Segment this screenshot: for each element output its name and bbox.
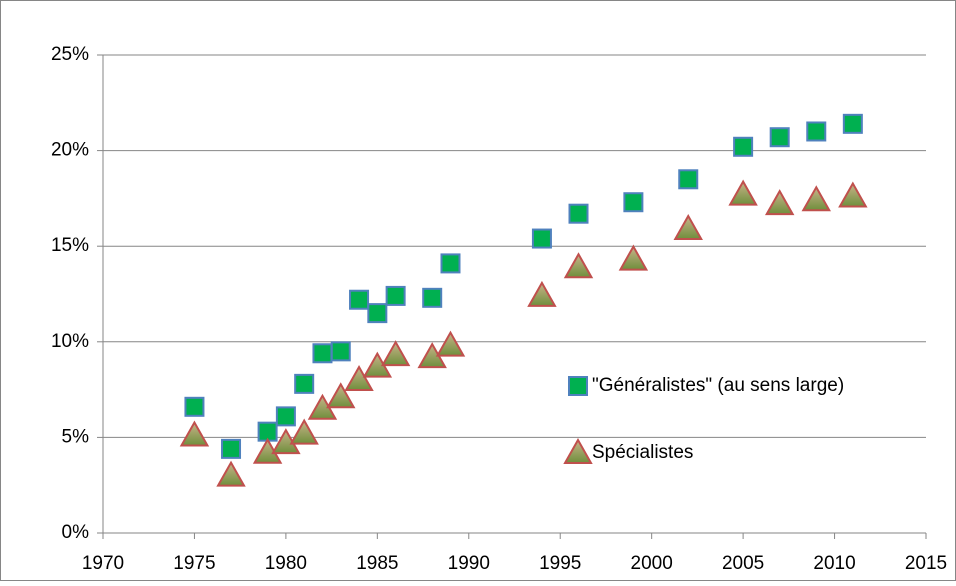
x-tick-label: 2015 [905,553,947,574]
point [568,203,589,224]
point [221,438,242,459]
point [326,382,356,409]
point [330,341,351,362]
point [385,285,406,306]
x-tick-label: 1995 [539,553,581,574]
point [806,121,827,142]
point [380,340,411,367]
point [179,420,210,447]
y-tick-label: 5% [62,426,90,447]
point [842,113,863,134]
x-tick-label: 1980 [265,553,307,574]
point [769,127,790,148]
point [344,365,374,392]
point [527,280,557,307]
x-tick-label: 2005 [722,553,764,574]
point [801,185,831,212]
point [349,289,370,310]
y-tick-label: 25% [51,44,89,65]
point [422,287,443,308]
point [216,460,246,487]
y-tick-label: 15% [51,235,89,256]
x-tick-label: 2010 [813,553,855,574]
point [733,136,754,157]
point [440,253,461,274]
point [275,406,296,427]
point [678,169,699,190]
point [563,252,594,279]
x-tick-label: 1990 [448,553,490,574]
x-tick-label: 1985 [356,553,398,574]
x-tick-label: 1970 [82,553,124,574]
y-tick-label: 20% [51,140,89,161]
point [435,330,466,357]
point [367,303,388,324]
point [312,343,333,364]
point [623,192,644,213]
x-tick-label: 1975 [173,553,215,574]
x-tick-label: 2000 [631,553,673,574]
y-tick-label: 0% [62,522,90,543]
legend-marker [568,376,588,396]
point [728,179,758,206]
point [838,181,868,208]
point [531,228,552,249]
point [764,189,795,216]
point [618,244,649,271]
point [289,418,319,445]
point [673,213,703,240]
point [294,373,315,394]
y-tick-label: 10% [51,331,89,352]
legend-label: Spécialistes [592,442,693,463]
legend-label: "Généralistes" (au sens large) [592,375,844,396]
legend-marker [563,437,593,464]
point [184,396,205,417]
